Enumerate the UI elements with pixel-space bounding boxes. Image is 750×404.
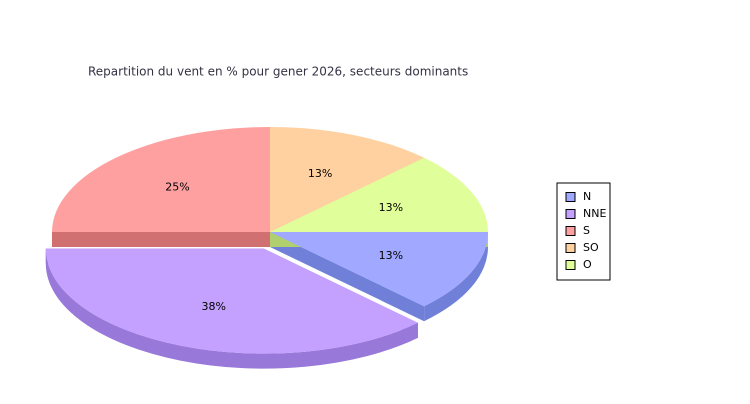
data-label: 13% — [379, 249, 403, 262]
legend-swatch — [565, 260, 576, 270]
slice — [270, 157, 488, 232]
legend-label: N — [583, 190, 591, 203]
legend-swatch — [565, 192, 576, 202]
data-label: 25% — [165, 180, 189, 193]
slice-side — [424, 232, 488, 322]
legend-label: NNE — [583, 207, 606, 220]
legend-label: SO — [583, 241, 599, 254]
legend-label: O — [583, 258, 592, 271]
chart-title: Repartition du vent en % pour gener 2026… — [88, 65, 468, 79]
slice-side — [45, 248, 418, 369]
legend-swatch — [565, 226, 576, 236]
slice-wall — [270, 232, 425, 322]
slice — [270, 127, 425, 232]
slice — [52, 127, 270, 232]
legend-swatch — [565, 209, 576, 219]
legend-swatch — [565, 243, 576, 253]
slice-wall — [52, 232, 270, 247]
legend-label: S — [583, 224, 590, 237]
slice — [45, 248, 418, 354]
data-label: 38% — [202, 300, 226, 313]
data-label: 13% — [308, 167, 332, 180]
data-label: 13% — [379, 201, 403, 214]
slice — [270, 232, 488, 307]
